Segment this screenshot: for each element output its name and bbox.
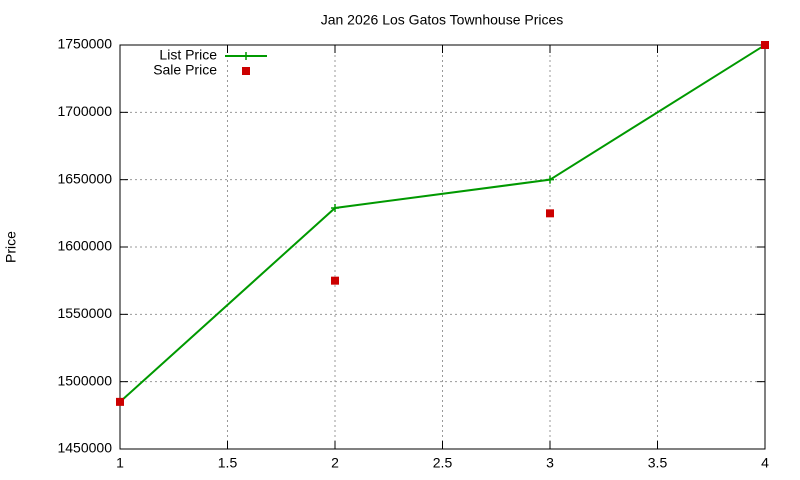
- point-marker: [761, 41, 769, 49]
- point-marker: [331, 203, 339, 212]
- y-axis-label: Price: [3, 231, 19, 263]
- legend-label: List Price: [159, 47, 217, 63]
- legend-swatch: [242, 52, 250, 60]
- x-tick-label: 3.5: [648, 455, 668, 471]
- y-tick-label: 1550000: [57, 305, 112, 321]
- legend-label: Sale Price: [153, 62, 217, 78]
- point-marker: [116, 397, 124, 406]
- x-tick-label: 1: [116, 455, 124, 471]
- series-line: [119, 44, 766, 403]
- point-marker: [331, 276, 339, 285]
- y-tick-label: 1600000: [57, 238, 112, 254]
- x-tick-label: 2.5: [433, 455, 453, 471]
- x-tick-label: 2: [331, 455, 339, 471]
- chart-title: Jan 2026 Los Gatos Townhouse Prices: [321, 12, 564, 28]
- plot-frame: [119, 44, 766, 450]
- x-tick-label: 4: [761, 455, 769, 471]
- point-marker: [546, 175, 554, 184]
- y-tick-label: 1750000: [57, 36, 112, 52]
- x-tick-label: 1.5: [218, 455, 238, 471]
- y-tick-label: 1650000: [57, 170, 112, 186]
- y-tick-label: 1700000: [57, 103, 112, 119]
- x-tick-label: 3: [546, 455, 554, 471]
- point-marker: [546, 209, 554, 218]
- legend-swatch: [242, 67, 250, 75]
- y-tick-label: 1500000: [57, 372, 112, 388]
- y-tick-label: 1450000: [57, 440, 112, 456]
